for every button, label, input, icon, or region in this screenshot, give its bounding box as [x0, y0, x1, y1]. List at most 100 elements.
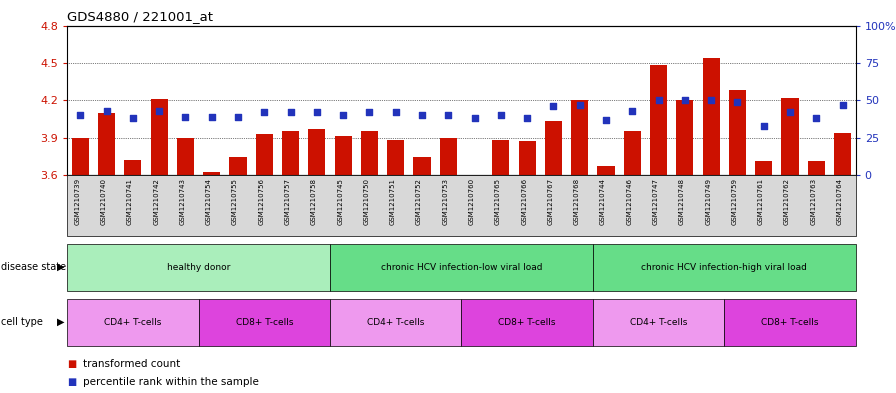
Point — [125, 115, 140, 121]
Text: GSM1210760: GSM1210760 — [469, 178, 475, 225]
Text: GSM1210743: GSM1210743 — [179, 178, 185, 225]
Bar — [755, 161, 772, 175]
Text: healthy donor: healthy donor — [167, 263, 230, 272]
Bar — [282, 131, 299, 175]
Text: GSM1210765: GSM1210765 — [495, 178, 501, 225]
Bar — [598, 166, 615, 175]
Text: GSM1210764: GSM1210764 — [837, 178, 842, 225]
Text: GSM1210768: GSM1210768 — [573, 178, 580, 225]
Point — [178, 114, 193, 120]
Point — [809, 115, 823, 121]
Text: CD4+ T-cells: CD4+ T-cells — [367, 318, 425, 327]
Point — [756, 123, 771, 129]
Text: CD8+ T-cells: CD8+ T-cells — [762, 318, 819, 327]
Point — [204, 114, 219, 120]
Bar — [255, 134, 273, 175]
Text: ▶: ▶ — [57, 317, 65, 327]
Text: GSM1210748: GSM1210748 — [679, 178, 685, 225]
Text: CD8+ T-cells: CD8+ T-cells — [498, 318, 556, 327]
Point — [625, 108, 640, 114]
Point — [704, 97, 719, 103]
Text: GSM1210759: GSM1210759 — [731, 178, 737, 225]
Text: GSM1210746: GSM1210746 — [626, 178, 633, 225]
Bar — [72, 138, 89, 175]
Text: GSM1210763: GSM1210763 — [810, 178, 816, 225]
Text: ■: ■ — [67, 377, 76, 387]
Text: GSM1210758: GSM1210758 — [311, 178, 317, 225]
Text: GSM1210761: GSM1210761 — [758, 178, 763, 225]
Text: GSM1210755: GSM1210755 — [232, 178, 238, 225]
Bar — [492, 140, 510, 175]
Text: cell type: cell type — [1, 317, 43, 327]
Text: CD8+ T-cells: CD8+ T-cells — [236, 318, 293, 327]
Text: GSM1210754: GSM1210754 — [206, 178, 211, 225]
Bar — [807, 161, 825, 175]
Text: chronic HCV infection-high viral load: chronic HCV infection-high viral load — [642, 263, 807, 272]
Text: GSM1210750: GSM1210750 — [364, 178, 369, 225]
Bar — [229, 158, 246, 175]
Text: GSM1210751: GSM1210751 — [390, 178, 396, 225]
Point — [415, 112, 429, 118]
Point — [231, 114, 246, 120]
Point — [283, 109, 297, 115]
Text: GSM1210752: GSM1210752 — [416, 178, 422, 225]
Text: GSM1210767: GSM1210767 — [547, 178, 554, 225]
Text: chronic HCV infection-low viral load: chronic HCV infection-low viral load — [381, 263, 542, 272]
Text: transformed count: transformed count — [83, 358, 181, 369]
Bar — [361, 131, 378, 175]
Bar — [624, 131, 641, 175]
Bar — [676, 100, 694, 175]
Bar — [834, 132, 851, 175]
Point — [783, 109, 797, 115]
Point — [677, 97, 692, 103]
Bar — [545, 121, 562, 175]
Bar — [440, 138, 457, 175]
Text: GSM1210766: GSM1210766 — [521, 178, 527, 225]
Bar — [519, 141, 536, 175]
Point — [362, 109, 376, 115]
Text: GSM1210742: GSM1210742 — [153, 178, 159, 225]
Text: GSM1210747: GSM1210747 — [652, 178, 659, 225]
Bar — [203, 173, 220, 175]
Text: GSM1210762: GSM1210762 — [784, 178, 790, 225]
Point — [99, 108, 114, 114]
Point — [730, 99, 745, 105]
Bar — [728, 90, 746, 175]
Point — [494, 112, 508, 118]
Point — [73, 112, 88, 118]
Point — [599, 116, 613, 123]
Text: GSM1210739: GSM1210739 — [74, 178, 81, 225]
Text: GSM1210753: GSM1210753 — [443, 178, 448, 225]
Point — [310, 109, 324, 115]
Text: ■: ■ — [67, 358, 76, 369]
Bar — [125, 160, 142, 175]
Point — [257, 109, 271, 115]
Point — [336, 112, 350, 118]
Text: GSM1210745: GSM1210745 — [337, 178, 343, 225]
Text: percentile rank within the sample: percentile rank within the sample — [83, 377, 259, 387]
Bar — [308, 129, 325, 175]
Point — [152, 108, 167, 114]
Point — [468, 115, 482, 121]
Text: GDS4880 / 221001_at: GDS4880 / 221001_at — [67, 10, 213, 23]
Bar — [571, 100, 589, 175]
Bar — [98, 113, 116, 175]
Text: GSM1210740: GSM1210740 — [100, 178, 107, 225]
Text: ▶: ▶ — [57, 262, 65, 272]
Text: GSM1210749: GSM1210749 — [705, 178, 711, 225]
Bar — [151, 99, 168, 175]
Bar — [413, 158, 431, 175]
Point — [573, 101, 587, 108]
Text: GSM1210757: GSM1210757 — [285, 178, 290, 225]
Bar — [334, 136, 352, 175]
Bar — [702, 58, 719, 175]
Point — [651, 97, 666, 103]
Bar — [781, 98, 798, 175]
Point — [547, 103, 561, 109]
Text: GSM1210741: GSM1210741 — [127, 178, 133, 225]
Text: disease state: disease state — [1, 262, 66, 272]
Text: CD4+ T-cells: CD4+ T-cells — [104, 318, 161, 327]
Point — [835, 101, 849, 108]
Text: GSM1210756: GSM1210756 — [258, 178, 264, 225]
Point — [441, 112, 455, 118]
